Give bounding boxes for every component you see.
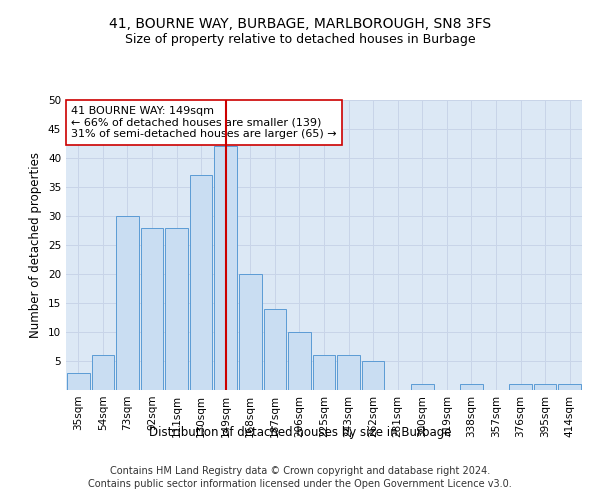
Text: 41 BOURNE WAY: 149sqm
← 66% of detached houses are smaller (139)
31% of semi-det: 41 BOURNE WAY: 149sqm ← 66% of detached … — [71, 106, 337, 139]
Bar — [534, 384, 556, 390]
Bar — [559, 384, 581, 390]
Bar — [362, 361, 385, 390]
Bar — [239, 274, 262, 390]
Text: Contains public sector information licensed under the Open Government Licence v3: Contains public sector information licen… — [88, 479, 512, 489]
Bar — [288, 332, 311, 390]
Bar — [509, 384, 532, 390]
Bar — [67, 372, 89, 390]
Bar — [313, 355, 335, 390]
Bar — [460, 384, 483, 390]
Bar — [411, 384, 434, 390]
Bar — [337, 355, 360, 390]
Text: Contains HM Land Registry data © Crown copyright and database right 2024.: Contains HM Land Registry data © Crown c… — [110, 466, 490, 476]
Bar — [214, 146, 237, 390]
Text: Size of property relative to detached houses in Burbage: Size of property relative to detached ho… — [125, 32, 475, 46]
Bar — [92, 355, 114, 390]
Bar — [116, 216, 139, 390]
Text: Distribution of detached houses by size in Burbage: Distribution of detached houses by size … — [149, 426, 451, 439]
Text: 41, BOURNE WAY, BURBAGE, MARLBOROUGH, SN8 3FS: 41, BOURNE WAY, BURBAGE, MARLBOROUGH, SN… — [109, 18, 491, 32]
Y-axis label: Number of detached properties: Number of detached properties — [29, 152, 43, 338]
Bar — [263, 309, 286, 390]
Bar — [190, 176, 212, 390]
Bar — [140, 228, 163, 390]
Bar — [165, 228, 188, 390]
